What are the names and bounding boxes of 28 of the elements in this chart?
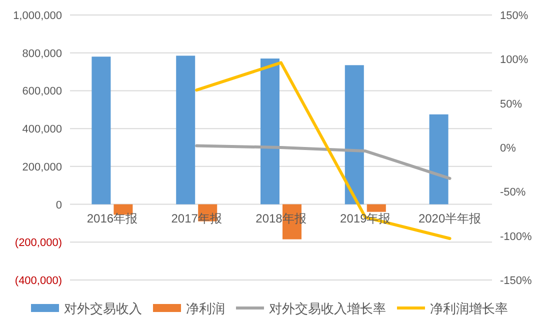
bar xyxy=(366,204,386,212)
y2-tick-label: 100% xyxy=(500,54,528,66)
x-tick-label: 2016年报 xyxy=(86,211,138,226)
y-tick-label: (400,000) xyxy=(14,275,62,287)
y2-tick-label: 150% xyxy=(500,10,528,22)
y-tick-label: (200,000) xyxy=(14,237,62,250)
x-tick-label: 2020半年报 xyxy=(418,211,482,226)
y-tick-label: 400,000 xyxy=(22,124,62,136)
y-tick-label: 600,000 xyxy=(22,86,62,98)
y2-tick-label: -150% xyxy=(500,275,532,287)
y-tick-label: 800,000 xyxy=(22,48,62,60)
legend-label: 净利润 xyxy=(186,301,225,316)
y-tick-label: 0 xyxy=(56,199,62,212)
bar xyxy=(176,56,196,204)
bar xyxy=(260,58,280,204)
legend-label: 对外交易收入增长率 xyxy=(269,301,386,316)
bar xyxy=(344,65,364,204)
y-tick-label: 1,000,000 xyxy=(13,10,62,22)
legend-label: 净利润增长率 xyxy=(430,301,508,316)
y-tick-label: 200,000 xyxy=(22,161,62,174)
legend-label: 对外交易收入 xyxy=(64,301,142,316)
y2-tick-label: 0% xyxy=(500,142,516,154)
bar xyxy=(429,114,448,204)
bar xyxy=(92,56,111,204)
y2-tick-label: 50% xyxy=(500,98,522,110)
line-series xyxy=(195,144,452,180)
y2-tick-label: -100% xyxy=(500,230,532,243)
y2-tick-label: -50% xyxy=(500,186,526,199)
